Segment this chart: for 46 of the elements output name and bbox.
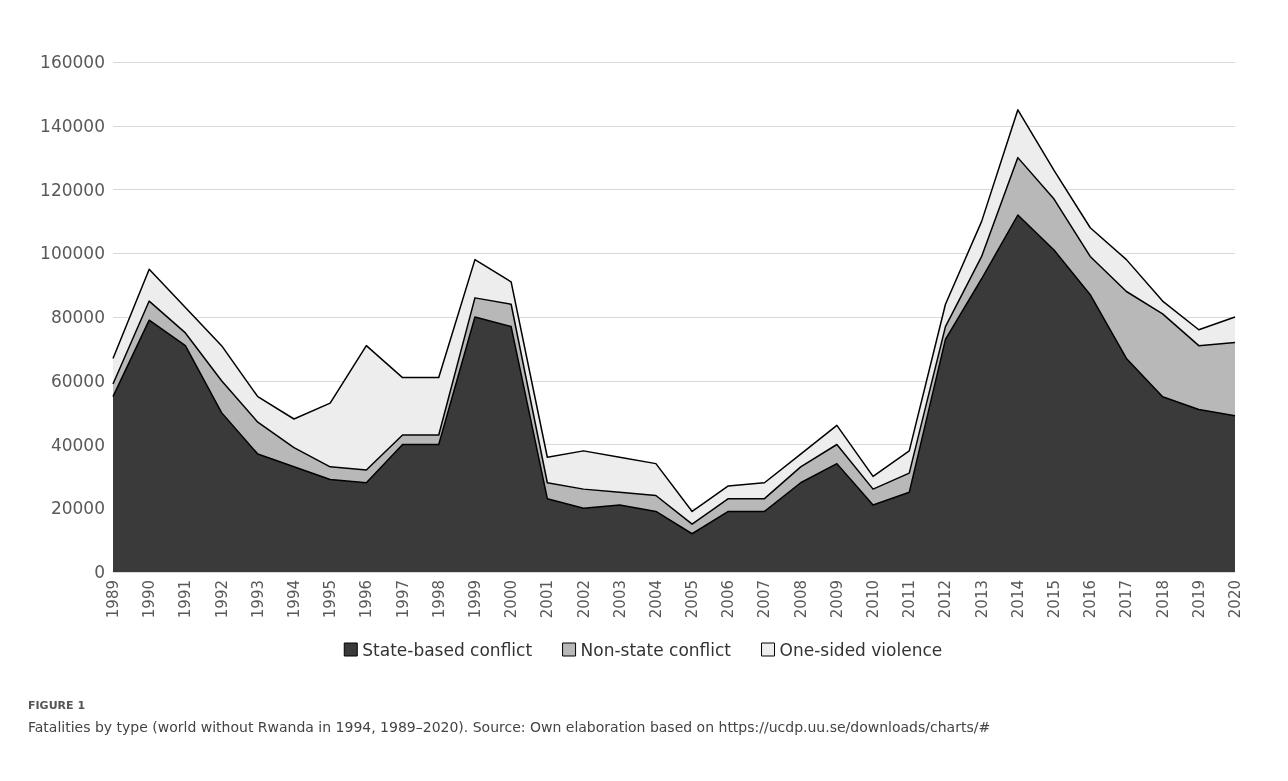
x-tick-label: 2010 — [864, 580, 883, 619]
x-tick-label: 1990 — [140, 580, 159, 619]
x-tick-label: 2003 — [610, 580, 629, 619]
x-tick-label: 2002 — [574, 580, 593, 619]
x-tick-label: 2013 — [972, 580, 991, 619]
x-tick-label: 2005 — [683, 580, 702, 619]
y-tick-label: 60000 — [50, 370, 105, 391]
x-tick-label: 2001 — [538, 580, 557, 619]
legend-label: State-based conflict — [362, 639, 533, 660]
y-tick-label: 40000 — [50, 434, 105, 455]
x-tick-label: 2000 — [502, 580, 521, 619]
x-tick-label: 1989 — [104, 580, 122, 619]
y-tick-label: 120000 — [40, 179, 105, 200]
x-tick-label: 1997 — [393, 580, 412, 619]
x-tick-label: 1992 — [212, 580, 231, 619]
x-tick-label: 1994 — [284, 580, 303, 619]
text: Fatalities by type (world without Rwanda in 1994, 1989–2020). Source: Own elaboration based on https://ucdp.uu.se/downloads/charts/# — [28, 719, 991, 735]
x-tick-label: 2015 — [1045, 580, 1064, 619]
x-tick-label: 1993 — [248, 580, 267, 619]
x-tick-label: 2018 — [1153, 580, 1172, 619]
y-tick-label: 160000 — [40, 52, 105, 72]
legend-label: One-sided violence — [779, 639, 943, 660]
y-tick-label: 80000 — [50, 307, 105, 327]
y-tick-label: 140000 — [40, 115, 105, 136]
x-tick-label: 2008 — [791, 580, 810, 619]
x-tick-label: 2009 — [827, 580, 846, 619]
legend-label: Non-state conflict — [580, 639, 732, 660]
x-tick-label: 2011 — [900, 580, 919, 619]
x-tick-label: 2017 — [1117, 580, 1136, 619]
x-tick-label: 2012 — [936, 580, 955, 619]
x-tick-label: 1995 — [321, 580, 340, 619]
x-tick-label: 1996 — [357, 580, 376, 619]
x-tick-label: 2006 — [719, 580, 738, 619]
x-tick-label: 2007 — [755, 580, 774, 619]
x-tick-label: 1991 — [176, 580, 195, 619]
y-tick-label: 0 — [94, 562, 105, 582]
y-tick-label: 100000 — [40, 243, 105, 264]
x-tick-label: 2016 — [1081, 580, 1100, 619]
y-tick-label: 20000 — [50, 498, 105, 519]
x-tick-label: 2014 — [1008, 580, 1027, 619]
x-tick-label: 2019 — [1189, 580, 1208, 619]
x-tick-label: 1999 — [465, 580, 484, 619]
x-tick-label: 1998 — [429, 580, 448, 619]
caption: FIGURE 1 — [28, 699, 86, 712]
x-tick-label: 2004 — [646, 580, 665, 619]
x-tick-label: 2020 — [1226, 580, 1244, 619]
